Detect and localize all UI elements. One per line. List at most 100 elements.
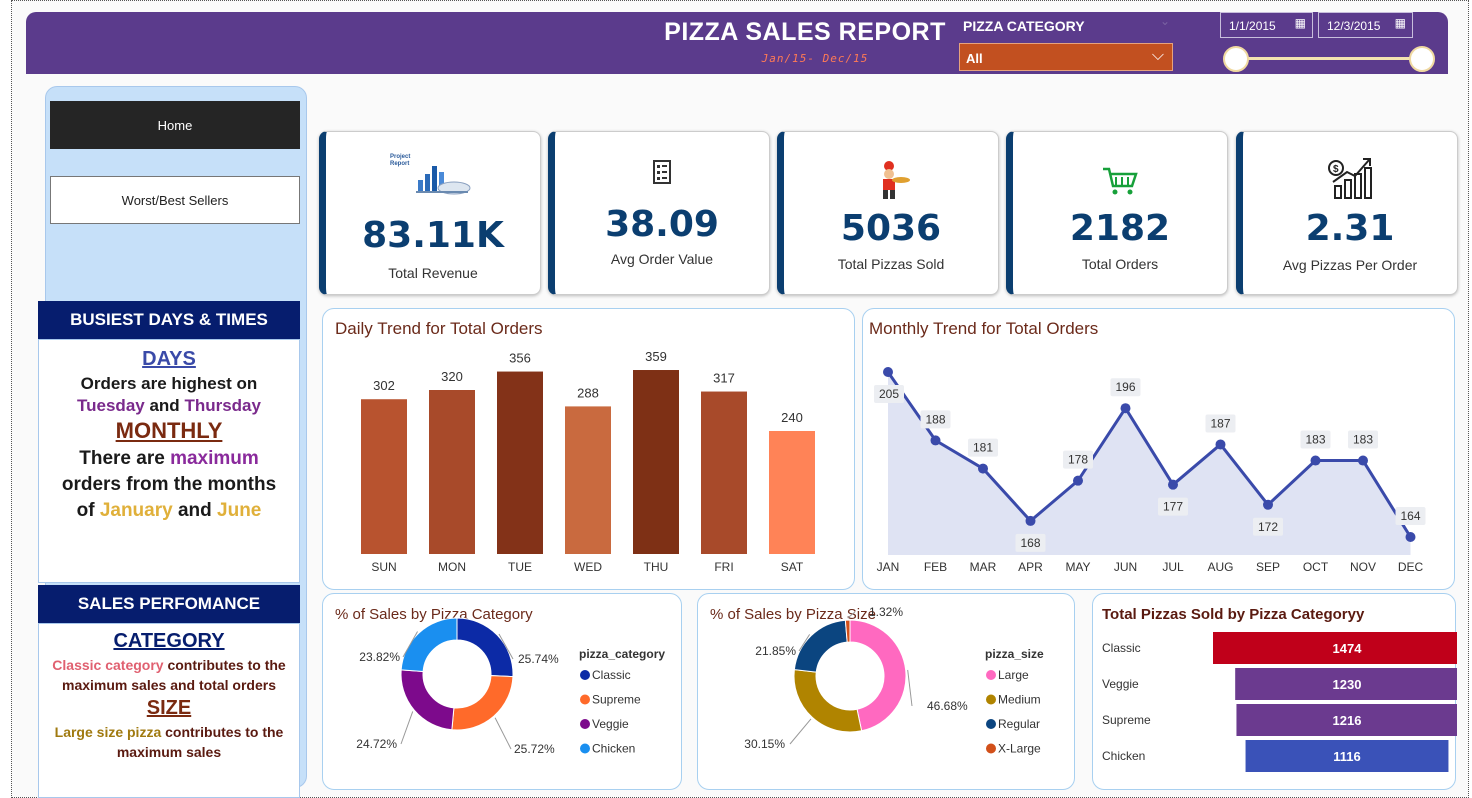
data-label-bg [1205,414,1236,433]
tick-label: SUN [371,560,396,574]
tick-label: MAY [1065,560,1090,574]
kpi-label: Total Revenue [388,265,478,281]
monthly-and: and [177,500,212,521]
size-line1: Large size pizza contributes to the [39,724,299,740]
slider-end-handle[interactable] [1409,46,1435,72]
days-and: and [149,396,180,415]
data-label: 205 [879,387,899,401]
kpi-value: 38.09 [605,204,719,245]
data-point [1310,455,1321,466]
tick-label: NOV [1350,560,1376,574]
data-label-bg [968,438,998,457]
tick-label: JUL [1162,560,1184,574]
report-subtitle: Jan/15- Dec/15 [761,52,869,65]
busiest-days-panel: DAYS Orders are highest on Tuesday and T… [38,339,300,583]
monthly-maximum: maximum [170,448,259,469]
category-title: CATEGORY [113,630,225,652]
date-end-value: 12/3/2015 [1327,19,1381,33]
svg-text:Project: Project [390,154,410,160]
data-label: 46.68% [927,699,968,713]
bar [1245,740,1449,772]
legend-label: Regular [998,717,1040,731]
category-label: Supreme [1102,713,1151,727]
home-button[interactable]: Home [50,101,300,149]
tick-label: JAN [877,560,900,574]
days-highlight: Tuesday and Thursday [39,396,299,416]
report-chart-icon: Project Report [390,154,471,195]
tick-label: SAT [781,560,804,574]
category-donut-title: % of Sales by Pizza Category [335,606,533,623]
size-rest1: contributes to the [165,724,284,740]
legend-marker [986,719,996,729]
date-end-input[interactable]: 12/3/2015 ▦ [1318,12,1413,38]
daily-trend-title: Daily Trend for Total Orders [335,319,543,338]
legend-marker [986,743,996,754]
kpi-value: 2182 [1069,208,1171,249]
kpi-card-total-revenue: Project Report 83.11K Total Revenue [319,131,541,295]
tick-label: AUG [1207,560,1233,574]
data-label: 164 [1400,509,1420,523]
pizzas-by-category-chart: Classic 1474 Veggie 1230 Supreme 1216 Chicken 1… [1102,632,1457,772]
kpi-label: Total Pizzas Sold [837,256,945,272]
size-donut-title: % of Sales by Pizza Size [710,606,876,623]
data-label-bg [1158,497,1188,516]
monthly-line2: orders from the months [61,474,277,495]
bar [361,399,407,554]
date-range-slider[interactable] [1236,57,1422,60]
slice [400,617,458,673]
legend-marker [580,670,590,680]
tick-label: OCT [1303,560,1329,574]
cart-icon [1103,167,1138,195]
data-label: 317 [713,371,735,386]
category-donut-panel: % of Sales by Pizza Category 25.74% 25.72… [322,593,682,790]
worst-best-sellers-button[interactable]: Worst/Best Sellers [50,176,300,224]
category-line2: maximum sales and total orders [62,677,276,693]
data-point [1263,499,1273,510]
data-label: 168 [1020,536,1040,550]
leader-line [798,634,811,652]
data-point [1358,455,1368,466]
calendar-icon[interactable]: ▦ [1294,16,1306,30]
series-line [886,371,1412,538]
days-tuesday: Tuesday [77,396,145,415]
days-line: Orders are highest on [80,374,258,393]
bar [1236,704,1457,736]
date-start-value: 1/1/2015 [1229,19,1276,33]
data-point [1405,532,1416,542]
category-donut-chart: 25.74% 25.72% 24.72% 23.82% pizza_category Cl… [356,617,665,756]
tick-label: WED [574,560,602,574]
pizzas-by-category-panel: Total Pizzas Sold by Pizza Categoryy Cla… [1092,593,1457,790]
legend-label: Classic [592,668,631,682]
data-label: 21.85% [755,644,796,658]
data-label: 359 [645,349,667,364]
leader-line [847,611,856,619]
data-label: 183 [1353,433,1373,447]
legend-label: Medium [998,693,1041,707]
kpi-label: Avg Pizzas Per Order [1282,257,1418,273]
tick-label: APR [1018,560,1043,574]
data-label-bg [1300,430,1331,449]
kpi-value: 83.11K [362,215,504,256]
date-start-input[interactable]: 1/1/2015 ▦ [1220,12,1313,38]
daily-trend-chart: 302 SUN 320 MON 356 TUE 288 WED 359 THU 317 FRI 240 S… [361,349,815,574]
data-label: 288 [577,385,599,400]
legend-title: pizza_size [985,647,1044,661]
calendar-icon[interactable]: ▦ [1394,16,1406,30]
size-title: SIZE [146,697,192,719]
area-fill [888,372,1411,555]
data-label: 183 [1305,433,1325,447]
bar [565,406,611,554]
tick-label: MON [438,560,466,574]
data-label: 240 [781,410,803,425]
legend-label: X-Large [998,742,1041,756]
data-point [978,463,988,474]
slider-start-handle[interactable] [1223,46,1249,72]
size-donut-panel: % of Sales by Pizza Size 46.68% 30.15% 21.… [697,593,1075,790]
size-line2: maximum sales [116,744,222,760]
data-label: 1230 [1333,677,1362,692]
category-filter-select[interactable]: All ⌵ [959,43,1173,71]
category-label: Veggie [1102,677,1139,691]
kpi-value: 5036 [840,208,942,249]
bar [633,370,679,554]
data-label: 356 [509,351,531,366]
